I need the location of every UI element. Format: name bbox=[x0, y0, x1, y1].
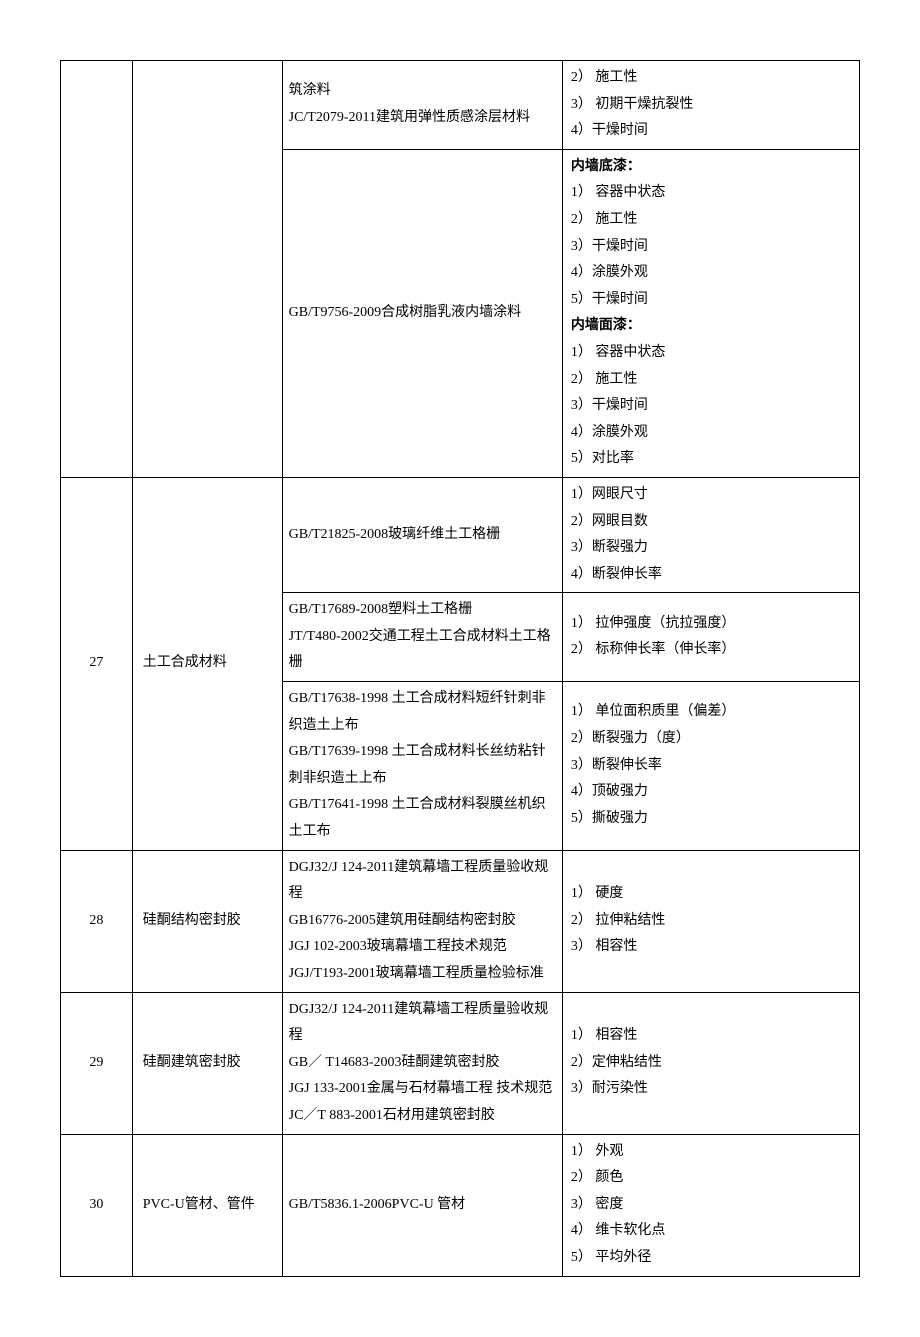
table-row: 29硅酮建筑密封胶DGJ32/J 124-2011建筑幕墙工程质量验收规程GB／… bbox=[61, 992, 860, 1134]
material-name: PVC-U管材、管件 bbox=[132, 1134, 282, 1276]
items-cell: 内墙底漆：1） 容器中状态2） 施工性3）干燥时间4）涂膜外观5）干燥时间内墙面… bbox=[562, 149, 859, 477]
items-cell: 1） 硬度2） 拉伸粘结性3） 相容性 bbox=[562, 850, 859, 992]
table-row: 27土工合成材料GB/T21825-2008玻璃纤维土工格栅1）网眼尺寸2）网眼… bbox=[61, 477, 860, 592]
table-row: 30PVC-U管材、管件GB/T5836.1-2006PVC-U 管材1） 外观… bbox=[61, 1134, 860, 1276]
items-cell: 1） 拉伸强度（抗拉强度）2） 标称伸长率（伸长率） bbox=[562, 593, 859, 682]
row-number: 28 bbox=[61, 850, 133, 992]
standard-cell: GB/T17689-2008塑料土工格栅JT/T480-2002交通工程土工合成… bbox=[282, 593, 562, 682]
standard-cell: GB/T21825-2008玻璃纤维土工格栅 bbox=[282, 477, 562, 592]
row-number: 29 bbox=[61, 992, 133, 1134]
standard-cell: DGJ32/J 124-2011建筑幕墙工程质量验收规程GB／ T14683-2… bbox=[282, 992, 562, 1134]
material-name: 硅酮建筑密封胶 bbox=[132, 992, 282, 1134]
row-number bbox=[61, 61, 133, 478]
items-cell: 1） 相容性2）定伸粘结性3）耐污染性 bbox=[562, 992, 859, 1134]
standards-table: 筑涂料JC/T2079-2011建筑用弹性质感涂层材料2） 施工性3） 初期干燥… bbox=[60, 60, 860, 1277]
table-row: 筑涂料JC/T2079-2011建筑用弹性质感涂层材料2） 施工性3） 初期干燥… bbox=[61, 61, 860, 150]
material-name: 土工合成材料 bbox=[132, 477, 282, 850]
items-cell: 1） 单位面积质里（偏差）2）断裂强力（度）3）断裂伸长率4）顶破强力5）撕破强… bbox=[562, 682, 859, 851]
standard-cell: GB/T5836.1-2006PVC-U 管材 bbox=[282, 1134, 562, 1276]
standard-cell: GB/T9756-2009合成树脂乳液内墙涂料 bbox=[282, 149, 562, 477]
standard-cell: GB/T17638-1998 土工合成材料短纤针刺非织造土上布GB/T17639… bbox=[282, 682, 562, 851]
items-cell: 1）网眼尺寸2）网眼目数3）断裂强力4）断裂伸长率 bbox=[562, 477, 859, 592]
standard-cell: DGJ32/J 124-2011建筑幕墙工程质量验收规程GB16776-2005… bbox=[282, 850, 562, 992]
row-number: 30 bbox=[61, 1134, 133, 1276]
table-row: 28硅酮结构密封胶DGJ32/J 124-2011建筑幕墙工程质量验收规程GB1… bbox=[61, 850, 860, 992]
row-number: 27 bbox=[61, 477, 133, 850]
items-cell: 1） 外观2） 颜色3） 密度4） 维卡软化点5） 平均外径 bbox=[562, 1134, 859, 1276]
material-name: 硅酮结构密封胶 bbox=[132, 850, 282, 992]
standard-cell: 筑涂料JC/T2079-2011建筑用弹性质感涂层材料 bbox=[282, 61, 562, 150]
items-cell: 2） 施工性3） 初期干燥抗裂性4）干燥时间 bbox=[562, 61, 859, 150]
material-name bbox=[132, 61, 282, 478]
